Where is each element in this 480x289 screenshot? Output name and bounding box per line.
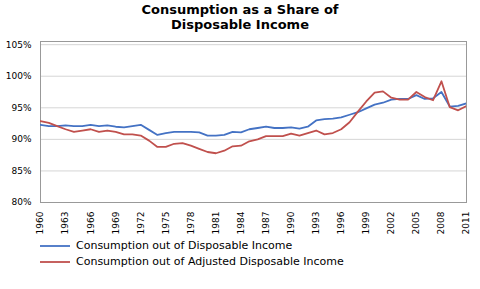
svg-text:2002: 2002: [386, 211, 396, 234]
svg-text:1996: 1996: [336, 211, 346, 234]
svg-text:1993: 1993: [311, 211, 321, 234]
svg-text:1981: 1981: [211, 211, 221, 234]
svg-text:2005: 2005: [411, 211, 421, 234]
svg-text:1960: 1960: [35, 211, 45, 234]
svg-text:85%: 85%: [11, 166, 31, 176]
svg-text:100%: 100%: [6, 71, 32, 81]
svg-text:95%: 95%: [11, 103, 31, 113]
svg-text:1978: 1978: [186, 211, 196, 234]
svg-text:2011: 2011: [461, 211, 471, 234]
svg-text:1990: 1990: [286, 211, 296, 234]
svg-text:1972: 1972: [136, 211, 146, 234]
svg-text:1975: 1975: [161, 211, 171, 234]
svg-text:1984: 1984: [236, 211, 246, 234]
html-text:Consumption as a Share of Disp: Consumption as a Share of Disposable Inc…: [141, 2, 339, 32]
svg-text:2008: 2008: [436, 211, 446, 234]
svg-text:1966: 1966: [85, 211, 95, 234]
svg-text:1987: 1987: [261, 211, 271, 234]
svg-text:1999: 1999: [361, 211, 371, 234]
html-text:Consumption out of Disposable: Consumption out of Disposable Income: [76, 239, 293, 253]
svg-text:80%: 80%: [11, 197, 31, 207]
svg-text:105%: 105%: [6, 39, 32, 49]
svg-text:1969: 1969: [111, 211, 121, 234]
html-text:Consumption out of Adjusted Di: Consumption out of Adjusted Disposable I…: [76, 255, 344, 269]
svg-text:1963: 1963: [60, 211, 70, 234]
svg-text:90%: 90%: [11, 134, 31, 144]
